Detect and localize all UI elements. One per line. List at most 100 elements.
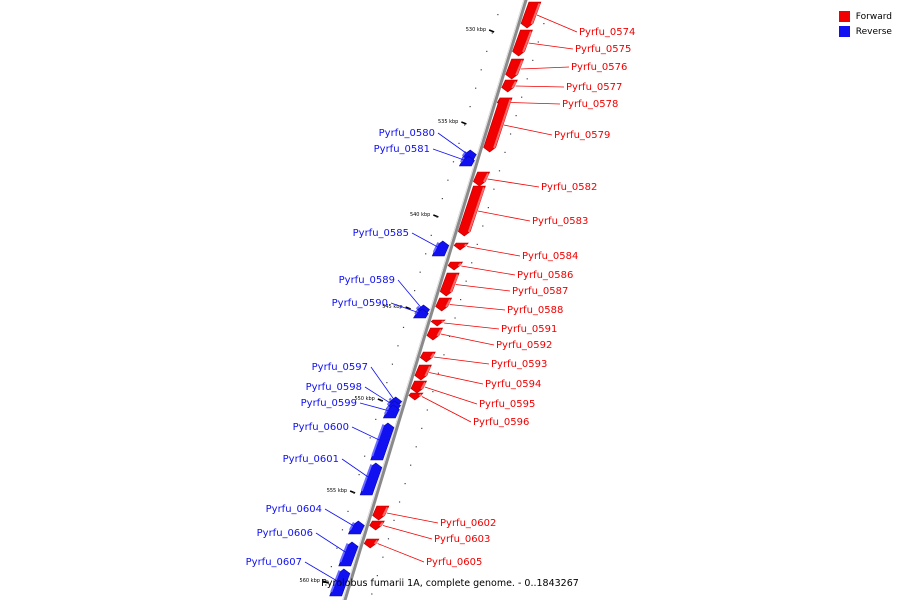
gene-label[interactable]: Pyrfu_0575 [575,44,631,55]
gene-pyrfu-0583[interactable] [457,185,486,237]
gene-highlight [530,3,541,25]
gene-label[interactable]: Pyrfu_0578 [562,99,618,110]
minor-tick [376,575,378,577]
gene-label[interactable]: Pyrfu_0594 [485,379,541,390]
gene-pyrfu-0582[interactable] [473,171,491,187]
minor-tick [487,207,489,209]
minor-tick [482,225,484,227]
minor-tick [491,32,493,34]
minor-tick [397,345,399,347]
gene-label[interactable]: Pyrfu_0591 [501,324,557,335]
minor-tick [447,179,449,181]
minor-tick [437,372,440,374]
gene-label[interactable]: Pyrfu_0603 [434,534,490,545]
tick-mark [377,398,384,402]
tick-mark [433,214,439,218]
label-leader [351,426,383,442]
gene-pyrfu-0602[interactable] [372,505,390,521]
gene-pyrfu-0603[interactable] [369,520,385,531]
gene-label[interactable]: Pyrfu_0592 [496,340,552,351]
gene-label[interactable]: Pyrfu_0587 [512,286,568,297]
label-leader [432,148,468,162]
gene-highlight [445,299,451,308]
gene-label[interactable]: Pyrfu_0588 [507,305,563,316]
gene-pyrfu-0574[interactable] [520,1,542,29]
minor-tick [469,106,471,108]
gene-pyrfu-0588[interactable] [435,297,453,312]
minor-tick [341,529,344,531]
gene-label[interactable]: Pyrfu_0604 [266,504,322,515]
label-leader [424,386,478,405]
gene-label[interactable]: Pyrfu_0577 [566,82,622,93]
gene-label[interactable]: Pyrfu_0579 [554,130,610,141]
minor-tick [352,492,355,494]
gene-label[interactable]: Pyrfu_0589 [339,275,395,286]
minor-tick [497,14,499,16]
gene-label[interactable]: Pyrfu_0605 [426,557,482,568]
minor-tick [448,335,451,337]
gene-label[interactable]: Pyrfu_0586 [517,270,573,281]
label-leader [461,265,516,276]
label-leader [487,178,540,188]
gene-label[interactable]: Pyrfu_0602 [440,518,496,529]
gene-label[interactable]: Pyrfu_0600 [293,422,349,433]
minor-tick [486,50,488,52]
gene-highlight [388,397,392,401]
tick-label: 540 kbp [410,212,430,218]
gene-pyrfu-0595[interactable] [410,380,428,394]
gene-label[interactable]: Pyrfu_0585 [353,228,409,239]
gene-pyrfu-0605[interactable] [363,538,380,549]
gene-label[interactable]: Pyrfu_0595 [479,399,535,410]
gene-label[interactable]: Pyrfu_0583 [532,216,588,227]
gene-label[interactable]: Pyrfu_0607 [246,557,302,568]
gene-highlight [432,242,440,253]
gene-label[interactable]: Pyrfu_0581 [374,144,430,155]
minor-tick [454,317,456,319]
tick-label: 535 kbp [438,119,458,125]
gene-pyrfu-0587[interactable] [439,272,460,297]
tick-mark [461,121,467,125]
tick-label: 560 kbp [300,578,320,584]
label-leader [429,372,484,385]
gene-label[interactable]: Pyrfu_0596 [473,417,529,428]
minor-tick [421,427,423,429]
gene-pyrfu-0586[interactable] [447,261,464,271]
gene-highlight [436,329,442,337]
gene-label[interactable]: Pyrfu_0598 [306,382,362,393]
gene-label[interactable]: Pyrfu_0574 [579,27,635,38]
gene-pyrfu-0593[interactable] [419,351,436,363]
minor-tick [426,409,428,411]
gene-label[interactable]: Pyrfu_0576 [571,62,627,73]
label-leader [397,279,423,310]
minor-tick [364,455,366,457]
gene-highlight [457,262,462,267]
minor-tick [410,464,412,466]
gene-label[interactable]: Pyrfu_0601 [283,454,339,465]
gene-label[interactable]: Pyrfu_0590 [332,298,388,309]
label-leader [440,333,495,346]
gene-pyrfu-0592[interactable] [426,327,444,341]
gene-pyrfu-0594[interactable] [414,364,432,381]
gene-label[interactable]: Pyrfu_0597 [312,362,368,373]
gene-label[interactable]: Pyrfu_0582 [541,182,597,193]
gene-pyrfu-0577[interactable] [501,79,518,93]
gene-label[interactable]: Pyrfu_0584 [522,251,578,262]
gene-pyrfu-0579[interactable] [483,97,513,153]
minor-tick [415,446,417,448]
gene-label[interactable]: Pyrfu_0599 [301,398,357,409]
minor-tick [443,354,445,356]
gene-label[interactable]: Pyrfu_0593 [491,359,547,370]
label-leader [467,246,521,257]
minor-tick [398,501,401,503]
gene-highlight [371,424,385,457]
gene-highlight [373,539,379,545]
gene-highlight [420,382,426,390]
gene-label[interactable]: Pyrfu_0580 [379,128,435,139]
minor-tick [436,216,438,218]
label-leader [359,402,392,412]
gene-pyrfu-0575[interactable] [512,29,533,57]
label-leader [536,14,578,33]
gene-label[interactable]: Pyrfu_0606 [257,528,313,539]
gene-pyrfu-0576[interactable] [505,58,525,80]
gene-pyrfu-0591[interactable] [430,319,446,327]
